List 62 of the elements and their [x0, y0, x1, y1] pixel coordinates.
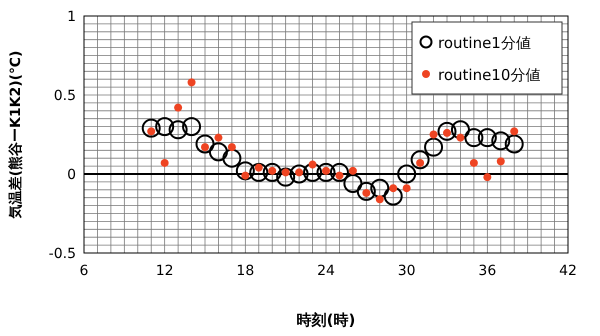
- point: [241, 172, 250, 180]
- y-tick-label: 0.5: [54, 88, 76, 104]
- x-tick-label: 24: [317, 263, 335, 279]
- point: [402, 184, 411, 192]
- point: [182, 117, 202, 136]
- point: [282, 168, 290, 176]
- point: [188, 78, 196, 86]
- point: [470, 158, 478, 167]
- point: [370, 178, 390, 198]
- x-tick-label: 18: [236, 263, 254, 279]
- y-tick-label: 1: [67, 9, 76, 25]
- point: [228, 143, 236, 152]
- point: [464, 128, 484, 148]
- y-tick-label: 0: [67, 167, 76, 183]
- point: [208, 142, 228, 162]
- point: [174, 104, 182, 112]
- point: [483, 173, 492, 182]
- point: [142, 118, 161, 138]
- point: [236, 161, 255, 180]
- point: [504, 134, 524, 154]
- point: [348, 166, 357, 175]
- x-tick-label: 30: [398, 263, 416, 279]
- point: [430, 130, 438, 138]
- point: [276, 168, 296, 187]
- point: [330, 162, 349, 182]
- legend-label: routine1分値: [438, 34, 531, 52]
- point: [478, 128, 497, 148]
- point: [308, 160, 317, 169]
- legend-label: routine10分値: [438, 66, 540, 84]
- x-tick-label: 6: [80, 263, 89, 279]
- x-axis-title: 時刻(時): [296, 311, 356, 329]
- point: [168, 120, 188, 140]
- x-tick-label: 42: [559, 263, 577, 279]
- point: [249, 162, 268, 182]
- point: [222, 148, 242, 168]
- point: [290, 164, 309, 184]
- point: [491, 131, 510, 150]
- point: [376, 195, 384, 204]
- x-tick-label: 12: [156, 263, 174, 279]
- point: [155, 117, 174, 136]
- point: [384, 186, 403, 206]
- point: [196, 134, 214, 154]
- x-tick-label: 36: [478, 263, 496, 279]
- point: [510, 127, 518, 136]
- point: [438, 122, 456, 141]
- point: [424, 138, 444, 157]
- point: [303, 162, 322, 182]
- point: [343, 174, 362, 193]
- point: [356, 182, 376, 201]
- point: [254, 164, 263, 172]
- point: [456, 134, 464, 142]
- point: [160, 158, 169, 167]
- point: [316, 162, 336, 182]
- point: [450, 120, 470, 140]
- y-axis-title: 気温差(熊谷ーK1K2)(℃): [7, 50, 24, 220]
- point: [214, 134, 222, 142]
- point: [496, 157, 505, 166]
- point: [397, 164, 416, 184]
- point: [410, 150, 430, 170]
- point: [262, 162, 282, 182]
- point: [389, 184, 398, 192]
- y-tick-label: -0.5: [48, 246, 76, 262]
